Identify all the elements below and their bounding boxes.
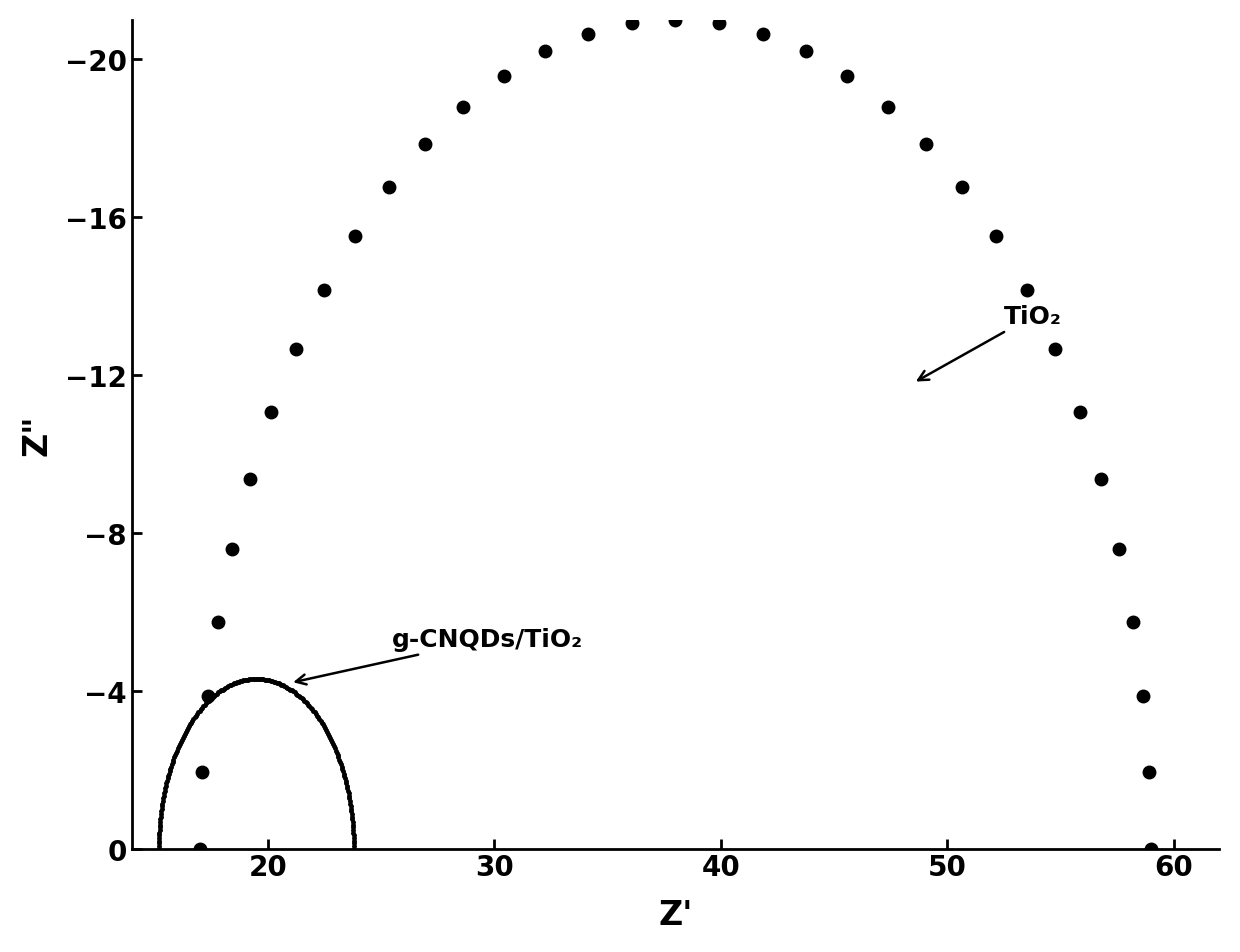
- Text: g-CNQDs/TiO₂: g-CNQDs/TiO₂: [296, 627, 584, 684]
- Text: TiO₂: TiO₂: [918, 305, 1061, 381]
- Y-axis label: Z": Z": [21, 414, 53, 455]
- X-axis label: Z': Z': [658, 899, 693, 931]
